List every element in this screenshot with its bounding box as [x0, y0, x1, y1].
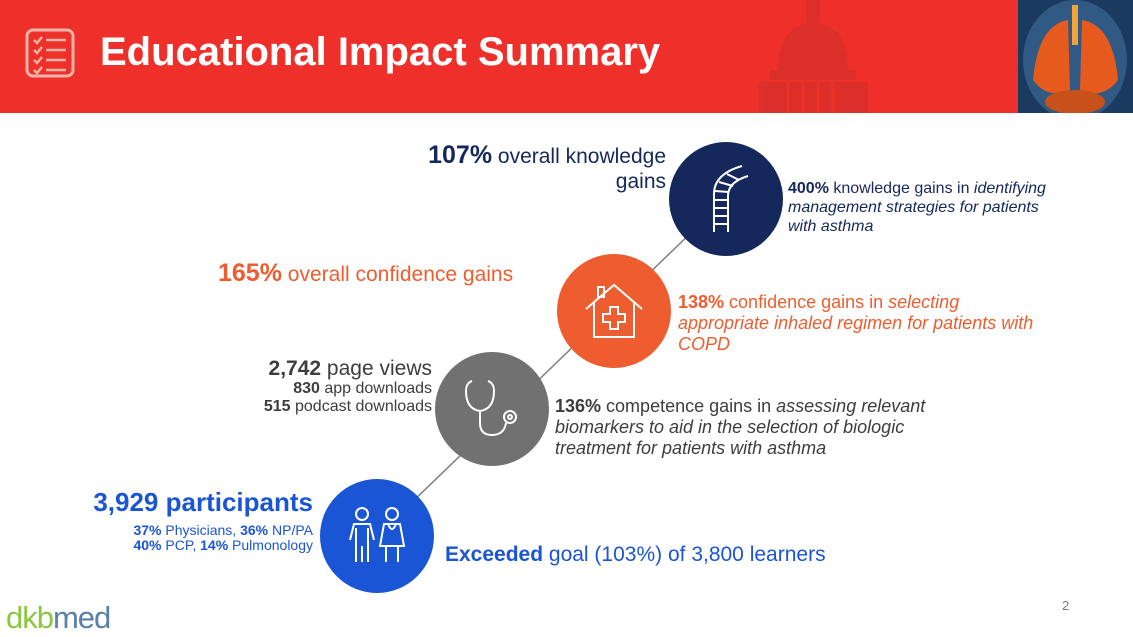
- page-views-value: 2,742: [268, 357, 322, 380]
- engagement-summary: 2,742 page views 830 app downloads 515 p…: [264, 357, 432, 415]
- knowledge-label-2: gains: [615, 169, 666, 193]
- knowledge-summary: 107% overall knowledge gains: [428, 141, 666, 193]
- knowledge-detail-value: 400%: [788, 180, 829, 197]
- competence-detail-italic-3: treatment for patients with asthma: [555, 438, 827, 458]
- confidence-detail-text: confidence gains in: [724, 292, 889, 312]
- capitol-dome-icon: [758, 0, 868, 118]
- confidence-detail-italic-3: COPD: [678, 334, 731, 354]
- goal-text: goal (103%) of 3,800 learners: [543, 543, 826, 566]
- pulmonology-label: Pulmonology: [228, 536, 313, 553]
- confidence-detail-italic-1: selecting: [888, 292, 960, 312]
- participants-label: participants: [158, 487, 313, 517]
- confidence-value: 165%: [218, 259, 282, 287]
- competence-detail-italic-2: biomarkers to aid in the selection of bi…: [555, 417, 905, 437]
- page-title: Educational Impact Summary: [100, 30, 661, 74]
- knowledge-value: 107%: [428, 141, 493, 169]
- confidence-detail-italic-2: appropriate inhaled regimen for patients…: [678, 313, 1034, 333]
- logo-part-1: dkb: [6, 600, 54, 635]
- goal-statement: Exceeded goal (103%) of 3,800 learners: [445, 543, 826, 566]
- header-banner: [0, 0, 1133, 113]
- knowledge-detail: 400% knowledge gains in identifying mana…: [788, 179, 1046, 236]
- dkbmed-logo: dkbmed: [6, 600, 111, 636]
- confidence-summary: 165% overall confidence gains: [218, 259, 514, 288]
- doctors-icon: [320, 479, 434, 593]
- participants-value: 3,929: [93, 487, 159, 517]
- app-downloads-value: 830: [293, 380, 320, 398]
- competence-detail-text: competence gains in: [601, 396, 777, 416]
- physicians-percent: 37%: [133, 521, 162, 538]
- confidence-detail-value: 138%: [678, 292, 725, 312]
- participants-summary: 3,929 participants 37% Physicians, 36% N…: [93, 488, 313, 553]
- physicians-label: Physicians,: [161, 521, 241, 538]
- knowledge-detail-italic-1: identifying: [973, 180, 1046, 197]
- knowledge-detail-text: knowledge gains in: [828, 180, 974, 197]
- competence-detail-italic-1: assessing relevant: [776, 396, 926, 416]
- pcp-label: PCP,: [161, 536, 201, 553]
- checklist-icon: [24, 27, 76, 84]
- knowledge-detail-italic-3: with asthma: [788, 218, 874, 235]
- page-number: 2: [1062, 598, 1070, 613]
- page-views-label: page views: [321, 357, 432, 380]
- lungs-anatomy-image: [1018, 0, 1133, 113]
- dna-ladder-icon: [669, 142, 783, 256]
- app-downloads-label: app downloads: [319, 380, 432, 398]
- pcp-percent: 40%: [133, 536, 162, 553]
- pulmonology-percent: 14%: [200, 536, 229, 553]
- confidence-detail: 138% confidence gains in selecting appro…: [678, 292, 1033, 355]
- podcast-downloads-label: podcast downloads: [290, 397, 432, 415]
- confidence-label: overall confidence gains: [281, 263, 514, 286]
- competence-detail: 136% competence gains in assessing relev…: [555, 396, 925, 459]
- knowledge-detail-italic-2: management strategies for patients: [788, 199, 1039, 216]
- np-pa-percent: 36%: [240, 521, 269, 538]
- podcast-downloads-value: 515: [263, 397, 291, 415]
- stethoscope-icon: [435, 352, 549, 466]
- house-medical-cross-icon: [557, 254, 671, 368]
- knowledge-label: overall knowledge: [492, 145, 666, 168]
- goal-bold: Exceeded: [445, 543, 544, 566]
- competence-detail-value: 136%: [555, 396, 602, 416]
- logo-part-2: med: [52, 600, 111, 635]
- np-pa-label: NP/PA: [268, 521, 313, 538]
